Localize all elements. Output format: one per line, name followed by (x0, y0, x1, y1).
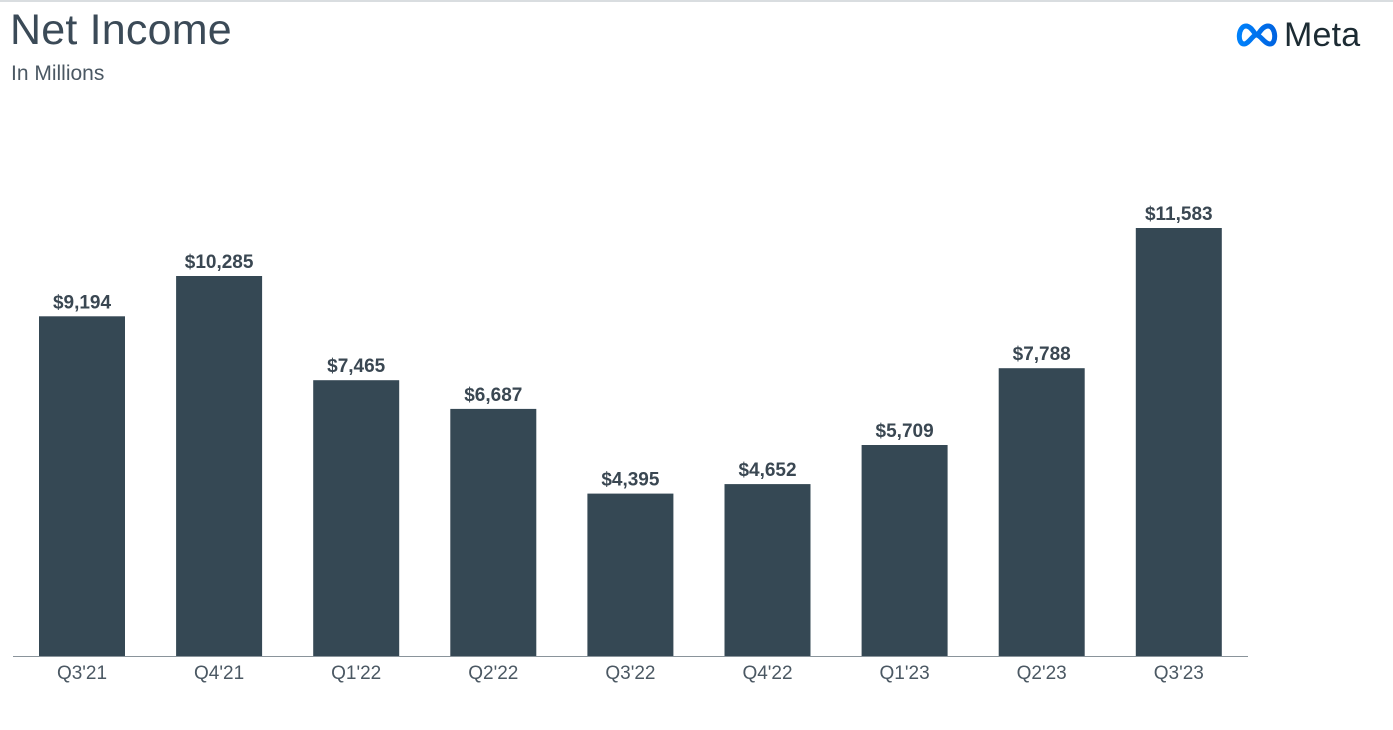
meta-logo: Meta (1234, 16, 1360, 54)
bar-0 (39, 316, 125, 656)
bar-6 (861, 445, 948, 656)
data-label-7: $7,788 (1013, 344, 1071, 365)
x-tick-label-0: Q3'21 (57, 663, 107, 684)
bar-4 (587, 493, 674, 656)
bar-1 (176, 276, 263, 656)
x-tick-label-5: Q4'22 (742, 663, 792, 684)
data-label-4: $4,395 (601, 470, 660, 491)
data-label-2: $7,465 (327, 356, 386, 377)
bar-8 (1135, 228, 1222, 656)
page-title: Net Income (10, 6, 232, 54)
meta-infinity-icon (1236, 23, 1278, 47)
data-label-6: $5,709 (876, 421, 934, 442)
x-tick-label-7: Q2'23 (1017, 663, 1067, 684)
data-label-1: $10,285 (185, 252, 254, 273)
bar-5 (724, 484, 811, 656)
meta-wordmark: Meta (1284, 15, 1361, 54)
bar-3 (450, 408, 537, 656)
bar-7 (998, 368, 1085, 656)
data-label-5: $4,652 (738, 460, 796, 481)
page-subtitle: In Millions (11, 62, 105, 85)
bar-2 (313, 380, 400, 656)
data-label-8: $11,583 (1145, 204, 1213, 225)
x-tick-label-8: Q3'23 (1154, 663, 1204, 684)
x-tick-label-4: Q3'22 (605, 663, 655, 684)
top-divider (0, 0, 1393, 2)
x-tick-label-6: Q1'23 (880, 663, 930, 684)
x-tick-label-2: Q1'22 (331, 663, 381, 684)
x-tick-label-3: Q2'22 (468, 663, 518, 684)
data-label-0: $9,194 (53, 292, 112, 313)
data-label-3: $6,687 (464, 385, 522, 406)
x-tick-label-1: Q4'21 (194, 663, 244, 684)
